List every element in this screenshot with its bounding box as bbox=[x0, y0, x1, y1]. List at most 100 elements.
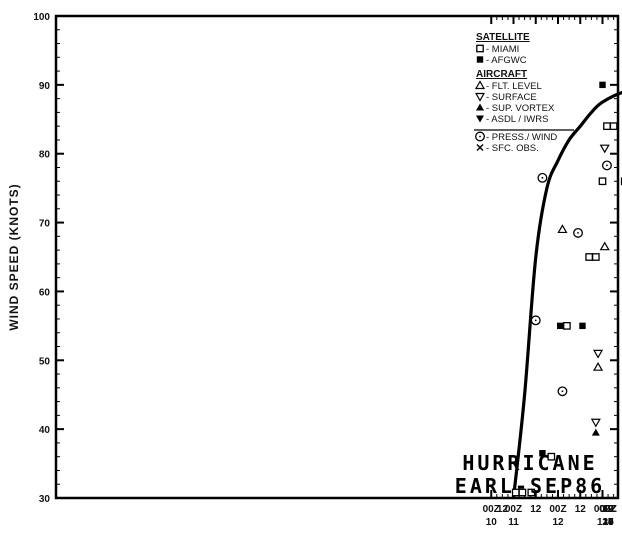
plot-frame bbox=[54, 14, 620, 500]
data-point-open-triangle-down bbox=[590, 418, 601, 428]
x-tick-day-label: 14 bbox=[602, 517, 614, 528]
circle-dot-center bbox=[534, 319, 537, 322]
x-tick-label: 12 bbox=[602, 504, 614, 515]
data-point-open-square bbox=[585, 253, 594, 261]
legend-label: - ASDL / IWRS bbox=[486, 114, 548, 125]
x-tick-label: 12 bbox=[602, 504, 614, 515]
data-point-open-square bbox=[527, 488, 536, 497]
y-tick-label: 80 bbox=[39, 150, 51, 161]
data-point-open-triangle-down bbox=[593, 349, 604, 359]
y-tick-label: 40 bbox=[39, 425, 51, 436]
y-tick-label: 90 bbox=[39, 81, 51, 92]
circle-dot-center bbox=[479, 135, 481, 138]
x-tick-day-label: 16 bbox=[602, 517, 614, 528]
x-tick-day-label: 12 bbox=[552, 517, 564, 528]
x-tick-label: 00Z bbox=[599, 504, 616, 515]
legend-symbol-filled-square bbox=[476, 56, 484, 63]
x-tick-label: 12 bbox=[602, 504, 614, 515]
data-point-filled-triangle-up bbox=[591, 428, 600, 436]
y-tick-label: 70 bbox=[39, 219, 51, 230]
x-tick-day-label: 19 bbox=[602, 517, 614, 528]
x-tick-day-label: 13 bbox=[597, 517, 609, 528]
legend-label: - SURFACE bbox=[486, 92, 537, 103]
x-tick-label: 00Z bbox=[599, 504, 616, 515]
x-tick-label: 00Z bbox=[549, 504, 566, 515]
legend-label: - FLT. LEVEL bbox=[486, 81, 542, 92]
data-point-open-triangle-up bbox=[593, 361, 604, 371]
x-stroke bbox=[476, 144, 484, 151]
data-point-open-square bbox=[591, 253, 600, 261]
x-tick-label: 00Z bbox=[599, 504, 616, 515]
legend-label: - PRESS./ WIND bbox=[486, 132, 557, 143]
data-point-open-square bbox=[563, 322, 571, 330]
x-tick-label: 00Z bbox=[599, 504, 616, 515]
x-tick-label: 00Z bbox=[594, 504, 611, 515]
x-tick-label: 12 bbox=[575, 504, 587, 515]
legend-label: - SFC. OBS. bbox=[486, 143, 539, 154]
y-tick-labels: 30 40 50 60 70 80 90 100 bbox=[33, 12, 50, 505]
x-tick-label: 00Z bbox=[599, 504, 616, 515]
data-points bbox=[511, 81, 622, 497]
data-point-open-square bbox=[603, 122, 611, 131]
x-tick-label: 00Z bbox=[505, 504, 522, 515]
data-point-open-square bbox=[609, 122, 618, 131]
circle-dot-center bbox=[541, 176, 544, 179]
legend-label: - AFGWC bbox=[486, 55, 527, 66]
axis-ticks bbox=[56, 15, 618, 499]
x-tick-label: 00Z bbox=[599, 504, 616, 515]
data-point-open-square bbox=[598, 177, 607, 186]
data-point-open-triangle-up bbox=[557, 224, 568, 234]
data-point-circle-dot bbox=[573, 227, 583, 238]
circle-dot-center bbox=[561, 390, 564, 393]
x-tick-day-label: 17 bbox=[602, 517, 614, 528]
legend-symbol-filled-triangle-up bbox=[476, 103, 484, 111]
x-tick-label: 00Z bbox=[599, 504, 616, 515]
legend-label: - SUP. VORTEX bbox=[486, 103, 555, 114]
data-point-circle-dot bbox=[602, 160, 612, 171]
data-point-open-square bbox=[518, 488, 527, 497]
x-tick-day-label: 20 bbox=[602, 517, 614, 528]
data-point-open-square bbox=[547, 452, 556, 461]
data-point-open-triangle-up bbox=[599, 241, 610, 251]
x-tick-label: 12 bbox=[602, 504, 614, 515]
legend-label: - MIAMI bbox=[486, 44, 519, 55]
y-tick-label: 60 bbox=[39, 287, 51, 298]
chart-title-line1: HURRICANE bbox=[462, 451, 597, 475]
y-tick-label: 30 bbox=[39, 494, 51, 505]
best-track-curve bbox=[511, 90, 622, 499]
data-point-filled-square bbox=[579, 322, 586, 330]
circle-dot-center bbox=[577, 232, 579, 234]
legend-heading: SATELLITE bbox=[476, 32, 530, 43]
x-tick-label: 12 bbox=[602, 504, 614, 515]
data-point-filled-square bbox=[539, 450, 546, 457]
x-tick-label: 00Z bbox=[483, 504, 500, 515]
legend-heading: AIRCRAFT bbox=[476, 69, 527, 80]
x-tick-day-label: 15 bbox=[602, 517, 614, 528]
legend-symbol-filled-triangle-down bbox=[476, 115, 484, 123]
data-point-circle-dot bbox=[530, 315, 541, 326]
legend-symbol-open-triangle-down bbox=[474, 92, 486, 102]
circle-dot-center bbox=[606, 164, 608, 167]
data-point-open-triangle-down bbox=[599, 144, 610, 154]
x-tick-label: 12 bbox=[497, 504, 509, 515]
x-tick-label: 12 bbox=[602, 504, 614, 515]
data-point-circle-dot bbox=[537, 172, 548, 183]
x-tick-label: 12 bbox=[602, 504, 614, 515]
x-tick-label: 12 bbox=[530, 504, 542, 515]
legend-symbol-circle-dot bbox=[475, 131, 485, 142]
legend-symbol-open-square bbox=[476, 44, 484, 53]
x-tick-day-label: 18 bbox=[602, 517, 614, 528]
x-tick-day-label: 11 bbox=[508, 517, 519, 528]
data-point-circle-dot bbox=[557, 386, 568, 397]
legend: SATELLITE- MIAMI- AFGWC AIRCRAFT- FLT. LE… bbox=[474, 32, 574, 154]
legend-symbol-open-triangle-up bbox=[474, 80, 486, 90]
y-axis-title: WIND SPEED (KNOTS) bbox=[7, 183, 21, 330]
data-point-filled-square bbox=[599, 81, 606, 89]
x-tick-day-label: 10 bbox=[486, 517, 498, 528]
y-tick-label: 50 bbox=[39, 356, 51, 367]
x-tick-label: 12 bbox=[602, 504, 614, 515]
y-tick-label: 100 bbox=[33, 12, 50, 23]
chart-title-line2: EARL-SEP86 bbox=[455, 474, 605, 498]
data-point-filled-square bbox=[557, 322, 564, 330]
